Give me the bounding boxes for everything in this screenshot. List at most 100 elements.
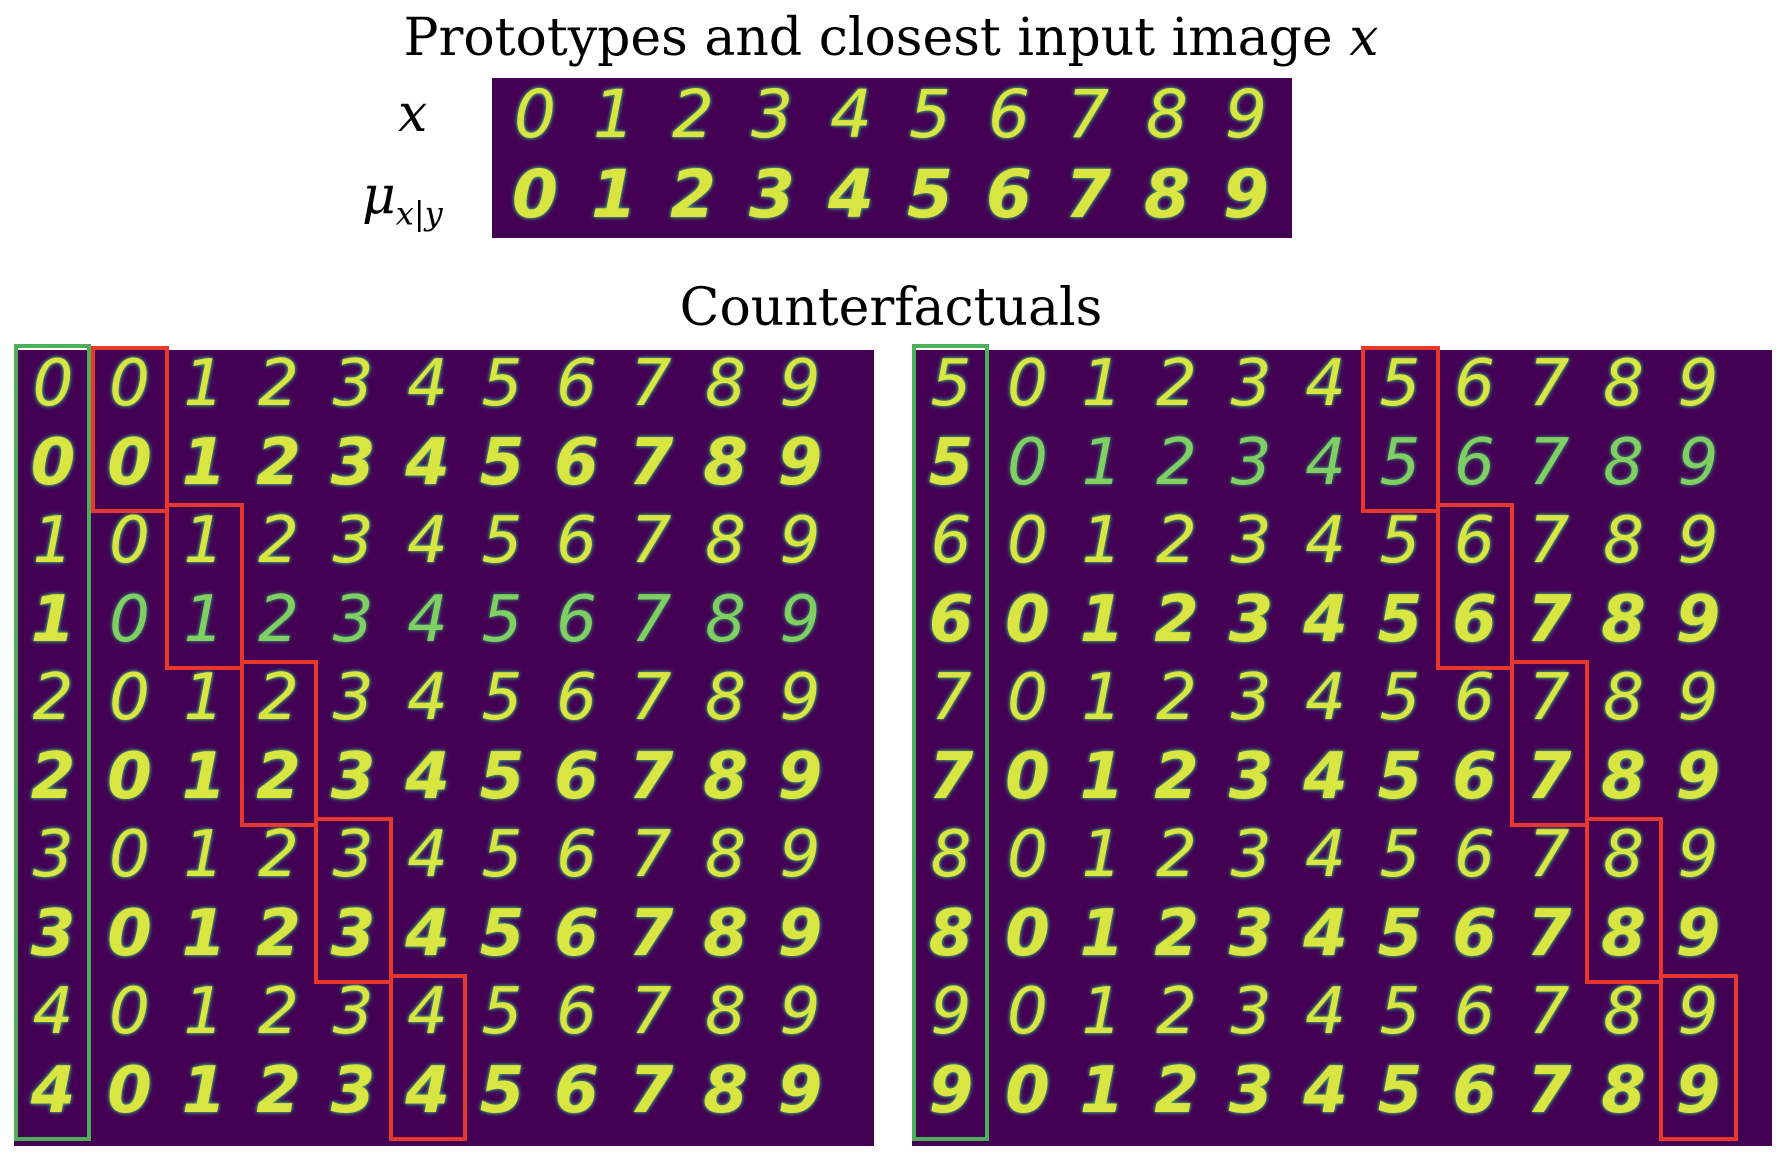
counterfactual-digit-left_panel-r7-c9: 9: [777, 896, 823, 971]
counterfactual-digit-right_panel-r0-c7: 7: [1528, 347, 1570, 421]
source-digit-left_panel-1: 0: [30, 425, 76, 500]
counterfactual-digit-right_panel-r1-c8: 8: [1603, 425, 1644, 500]
counterfactual-digit-right_panel-r4-c1: 1: [1081, 661, 1123, 735]
counterfactual-digit-right_panel-r6-c9: 9: [1677, 818, 1719, 892]
counterfactual-digit-right_panel-r4-c8: 8: [1603, 661, 1644, 735]
target-class-box-3: [314, 817, 393, 984]
counterfactual-digit-left_panel-r0-c7: 7: [630, 347, 672, 421]
counterfactual-digit-left_panel-r6-c3: 3: [332, 818, 374, 892]
source-digit-right_panel-3: 6: [928, 582, 974, 657]
counterfactual-digit-left_panel-r9-c9: 9: [777, 1053, 823, 1128]
prototype-mu-digit-5: 5: [907, 156, 953, 233]
counterfactual-digit-right_panel-r3-c2: 2: [1154, 582, 1199, 657]
counterfactual-digit-right_panel-r8-c2: 2: [1156, 975, 1197, 1049]
counterfactual-digit-left_panel-r2-c9: 9: [779, 504, 821, 578]
counterfactual-digit-right_panel-r0-c0: 0: [1007, 347, 1048, 421]
prototype-x-digit-7: 7: [1067, 76, 1109, 153]
counterfactual-digit-right_panel-r3-c1: 1: [1079, 582, 1125, 657]
prototypes-title-var: x: [1349, 8, 1379, 68]
counterfactual-digit-right_panel-r6-c2: 2: [1156, 818, 1197, 892]
counterfactual-digit-left_panel-r6-c2: 2: [258, 818, 299, 892]
counterfactual-digit-left_panel-r7-c7: 7: [628, 896, 674, 971]
counterfactual-digit-left_panel-r5-c9: 9: [777, 739, 823, 814]
counterfactual-digit-right_panel-r4-c9: 9: [1677, 661, 1719, 735]
counterfactual-digit-left_panel-r6-c8: 8: [705, 818, 746, 892]
counterfactual-digit-left_panel-r7-c2: 2: [256, 896, 301, 971]
counterfactual-digit-left_panel-r6-c4: 4: [407, 818, 448, 892]
prototype-mu-digit-2: 2: [670, 156, 716, 233]
counterfactual-digit-left_panel-r6-c6: 6: [556, 818, 597, 892]
counterfactual-digit-left_panel-r9-c5: 5: [479, 1053, 525, 1128]
counterfactual-digit-left_panel-r6-c7: 7: [630, 818, 672, 892]
counterfactual-digit-left_panel-r2-c8: 8: [705, 504, 746, 578]
counterfactual-digit-left_panel-r9-c7: 7: [628, 1053, 674, 1128]
prototype-mu-digit-7: 7: [1065, 156, 1111, 233]
counterfactual-digit-left_panel-r8-c5: 5: [481, 975, 523, 1049]
counterfactual-digit-left_panel-r5-c7: 7: [628, 739, 674, 814]
counterfactual-digit-left_panel-r4-c7: 7: [630, 661, 672, 735]
counterfactual-digit-left_panel-r0-c9: 9: [779, 347, 821, 421]
counterfactuals-title: Counterfactuals: [679, 278, 1103, 338]
counterfactual-digit-right_panel-r6-c4: 4: [1305, 818, 1346, 892]
counterfactual-digit-right_panel-r7-c6: 6: [1452, 896, 1497, 971]
target-class-box-0: [90, 346, 169, 513]
counterfactual-digit-right_panel-r1-c5: 5: [1379, 425, 1421, 500]
prototype-mu-digit-1: 1: [591, 156, 637, 233]
counterfactual-digit-right_panel-r4-c5: 5: [1379, 661, 1421, 735]
counterfactual-digit-left_panel-r5-c5: 5: [479, 739, 525, 814]
target-class-box-1: [1435, 503, 1514, 670]
counterfactual-digit-right_panel-r2-c9: 9: [1677, 504, 1719, 578]
counterfactual-digit-left_panel-r8-c9: 9: [779, 975, 821, 1049]
counterfactual-digit-right_panel-r7-c2: 2: [1154, 896, 1199, 971]
counterfactual-digit-right_panel-r7-c5: 5: [1377, 896, 1423, 971]
prototype-x-digit-9: 9: [1225, 76, 1267, 153]
counterfactual-digit-left_panel-r1-c8: 8: [703, 425, 748, 500]
counterfactual-digit-left_panel-r4-c0: 0: [109, 661, 150, 735]
counterfactual-digit-right_panel-r2-c5: 5: [1379, 504, 1421, 578]
source-digit-left_panel-0: 0: [32, 347, 74, 421]
counterfactual-digit-left_panel-r6-c5: 5: [481, 818, 523, 892]
target-class-box-2: [239, 660, 318, 827]
source-digit-left_panel-7: 3: [30, 896, 76, 971]
counterfactual-digit-left_panel-r2-c2: 2: [258, 504, 299, 578]
counterfactual-digit-right_panel-r4-c2: 2: [1156, 661, 1197, 735]
counterfactual-digit-right_panel-r3-c6: 6: [1452, 582, 1497, 657]
counterfactual-digit-left_panel-r7-c1: 1: [181, 896, 227, 971]
counterfactual-digit-left_panel-r0-c8: 8: [705, 347, 746, 421]
counterfactual-digit-right_panel-r0-c1: 1: [1081, 347, 1123, 421]
source-digit-left_panel-9: 4: [30, 1053, 76, 1128]
counterfactual-digit-right_panel-r9-c8: 8: [1601, 1053, 1646, 1128]
counterfactual-digit-right_panel-r0-c8: 8: [1603, 347, 1644, 421]
counterfactual-digit-left_panel-r4-c6: 6: [556, 661, 597, 735]
counterfactual-digit-left_panel-r4-c2: 2: [258, 661, 299, 735]
prototype-mu-digit-8: 8: [1144, 156, 1190, 233]
row-label-mu-symbol: μ: [362, 166, 396, 226]
counterfactual-digit-left_panel-r2-c5: 5: [481, 504, 523, 578]
counterfactual-digit-right_panel-r4-c7: 7: [1528, 661, 1570, 735]
counterfactual-digit-right_panel-r0-c3: 3: [1230, 347, 1272, 421]
counterfactual-digit-right_panel-r9-c2: 2: [1154, 1053, 1199, 1128]
counterfactual-digit-left_panel-r5-c0: 0: [107, 739, 152, 814]
counterfactual-digit-right_panel-r6-c6: 6: [1454, 818, 1495, 892]
counterfactual-digit-right_panel-r9-c5: 5: [1377, 1053, 1423, 1128]
row-label-x: x: [398, 84, 428, 144]
target-class-box-0: [1361, 346, 1440, 513]
counterfactual-digit-right_panel-r0-c2: 2: [1156, 347, 1197, 421]
counterfactual-digit-right_panel-r4-c0: 0: [1007, 661, 1048, 735]
counterfactual-digit-left_panel-r6-c0: 0: [109, 818, 150, 892]
prototypes-title: Prototypes and closest input image x: [0, 12, 1782, 64]
prototype-x-digit-4: 4: [830, 76, 872, 153]
counterfactual-digit-right_panel-r9-c3: 3: [1228, 1053, 1274, 1128]
counterfactual-digit-left_panel-r3-c6: 6: [556, 582, 597, 657]
counterfactual-digit-left_panel-r3-c9: 9: [779, 582, 821, 657]
counterfactual-digit-right_panel-r9-c4: 4: [1303, 1053, 1348, 1128]
source-digit-left_panel-2: 1: [32, 504, 74, 578]
counterfactual-digit-right_panel-r7-c8: 8: [1601, 896, 1646, 971]
counterfactual-digit-left_panel-r0-c2: 2: [258, 347, 299, 421]
counterfactual-digit-right_panel-r0-c9: 9: [1677, 347, 1719, 421]
counterfactual-digit-left_panel-r0-c5: 5: [481, 347, 523, 421]
counterfactual-digit-right_panel-r8-c1: 1: [1081, 975, 1123, 1049]
counterfactual-digit-right_panel-r7-c1: 1: [1079, 896, 1125, 971]
target-class-box-4: [388, 974, 467, 1141]
